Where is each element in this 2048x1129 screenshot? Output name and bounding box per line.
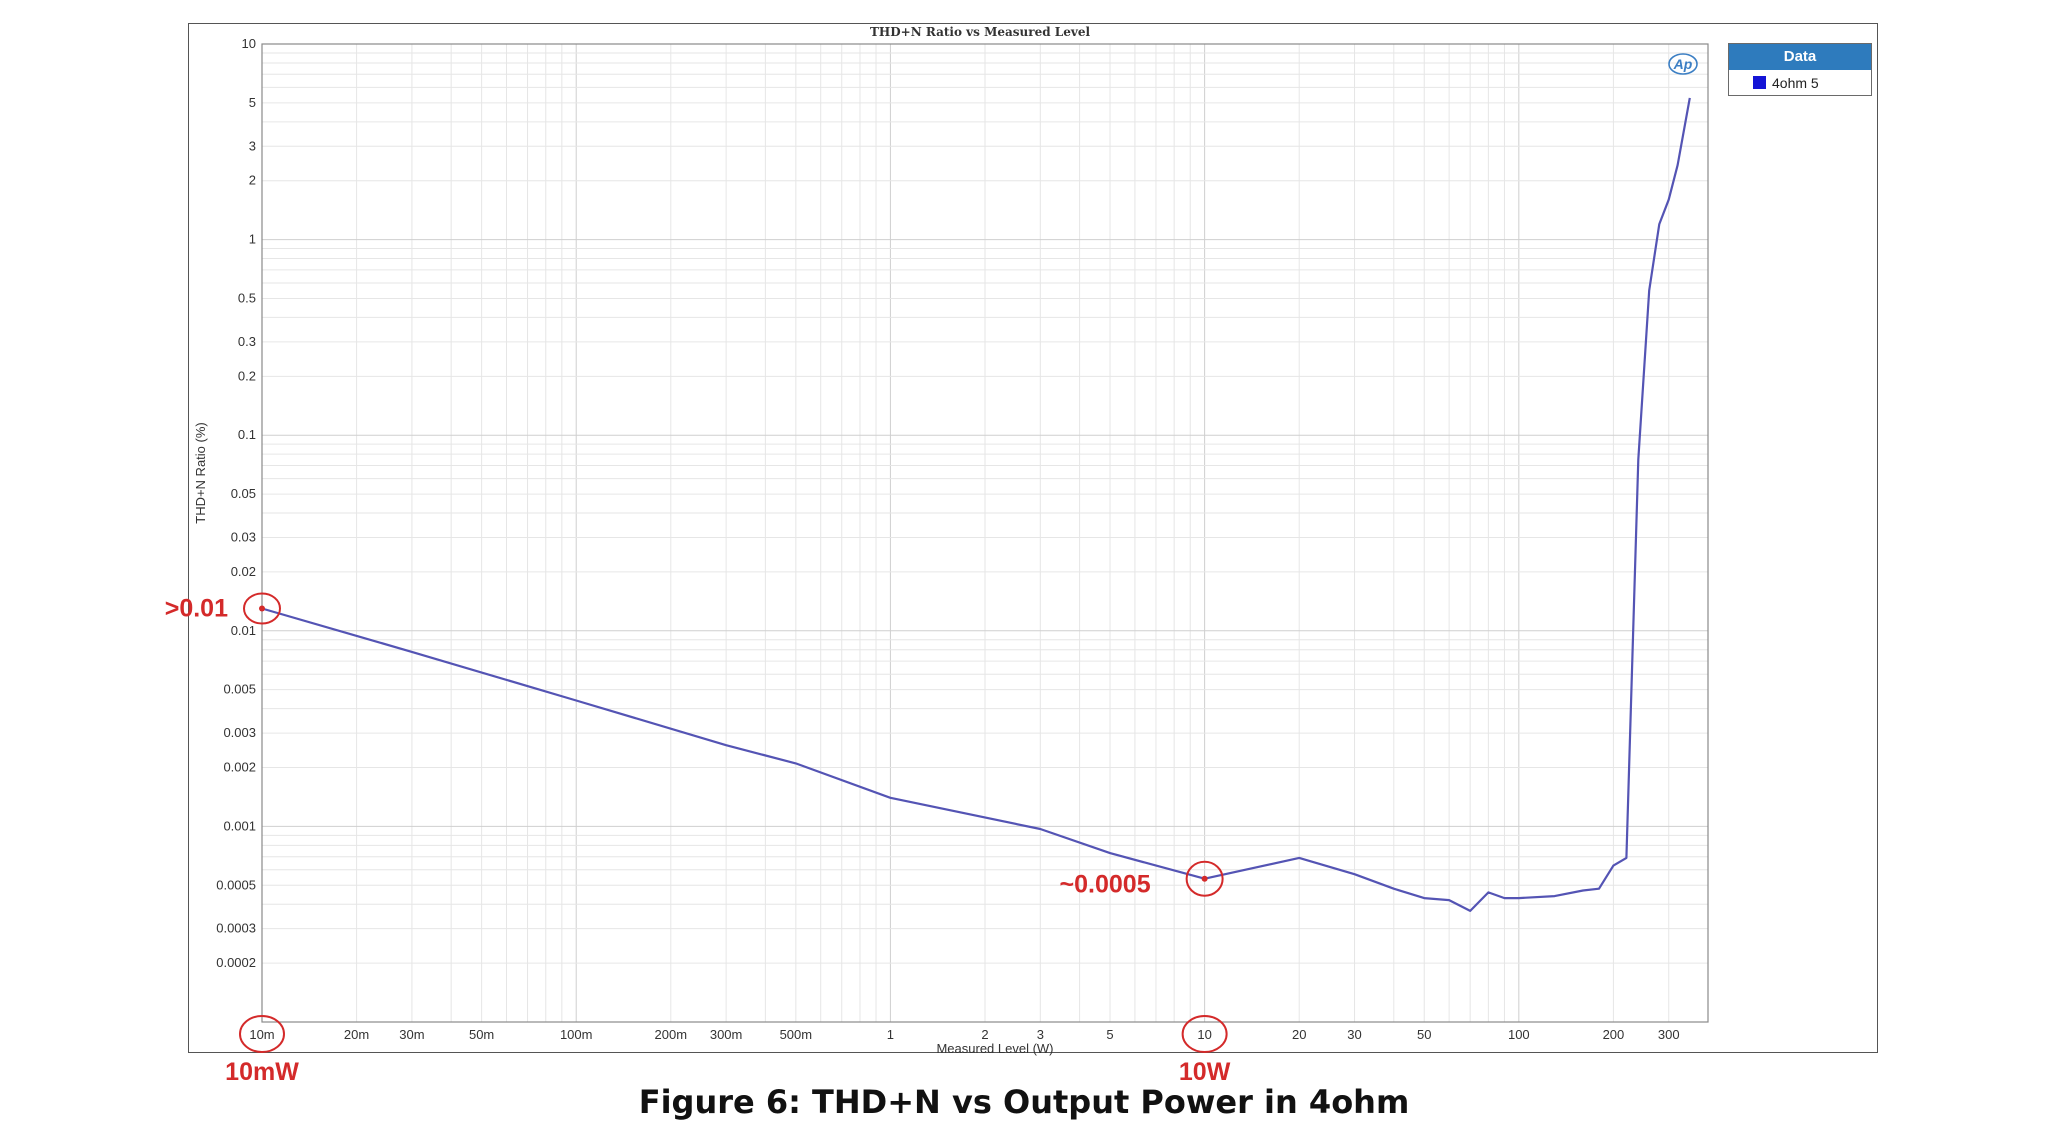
x-tick-label: 10 — [1197, 1027, 1211, 1042]
annotations: >0.01 ~0.0005 10mW 10W — [165, 592, 1231, 1086]
x-tick-label: 20 — [1292, 1027, 1306, 1042]
series-layer — [261, 97, 1691, 913]
legend-title: Data — [1729, 44, 1871, 70]
y-tick-label: 0.5 — [238, 290, 256, 305]
y-tick-label: 0.2 — [238, 368, 256, 383]
y-tick-label: 2 — [249, 173, 256, 188]
y-tick-label: 0.02 — [231, 564, 256, 579]
x-tick-label: 200 — [1603, 1027, 1625, 1042]
plot-area-border — [261, 43, 1709, 1023]
legend-entry-label: 4ohm 5 — [1772, 74, 1819, 91]
annotation-dot — [259, 605, 265, 612]
ap-logo-icon: Ap — [1668, 53, 1698, 75]
y-tick-label: 0.001 — [223, 818, 256, 833]
annotation-circle — [239, 1015, 285, 1053]
x-tick-label: 500m — [780, 1027, 813, 1042]
y-tick-label: 0.0005 — [216, 877, 256, 892]
y-tick-label: 0.1 — [238, 427, 256, 442]
grid-lines — [261, 44, 1709, 1023]
x-axis-label: Measured Level (W) — [936, 1041, 1053, 1056]
figure-caption: Figure 6: THD+N vs Output Power in 4ohm — [638, 1083, 1410, 1121]
y-tick-label: 0.05 — [231, 486, 256, 501]
logo-text: Ap — [1673, 56, 1693, 72]
y-tick-label: 10 — [242, 36, 256, 51]
legend: Data 4ohm 5 — [1728, 43, 1872, 96]
annotation-label: >0.01 — [165, 595, 228, 623]
annotation-label: ~0.0005 — [1060, 871, 1151, 899]
y-tick-label: 0.03 — [231, 529, 256, 544]
y-tick-label: 1 — [249, 232, 256, 247]
annotation-dot — [1201, 875, 1208, 882]
x-tick-label: 3 — [1037, 1027, 1044, 1042]
x-tick-label: 300 — [1658, 1027, 1680, 1042]
y-tick-label: 0.005 — [223, 682, 256, 697]
x-tick-label: 30 — [1347, 1027, 1361, 1042]
y-tick-label: 0.3 — [238, 334, 256, 349]
tick-labels: 10m 20m 30m 50m 100m 200m 300m 500m 1 2 3 5 10 20 30 50… — [216, 36, 1679, 1042]
x-tick-label: 300m — [710, 1027, 743, 1042]
x-tick-label: 1 — [887, 1027, 894, 1042]
legend-swatch — [1753, 76, 1766, 89]
y-tick-label: 0.002 — [223, 760, 256, 775]
annotation-circle — [243, 592, 281, 625]
x-tick-label: 200m — [655, 1027, 688, 1042]
legend-entry: 4ohm 5 — [1729, 70, 1871, 95]
chart-frame — [188, 23, 1878, 1053]
x-tick-label: 100 — [1508, 1027, 1530, 1042]
y-tick-label: 0.01 — [231, 623, 256, 638]
y-tick-label: 5 — [249, 95, 256, 110]
x-tick-label: 5 — [1106, 1027, 1113, 1042]
annotation-circle — [1185, 860, 1224, 897]
x-tick-label: 10m — [249, 1027, 274, 1042]
y-tick-label: 0.0003 — [216, 921, 256, 936]
annotation-label: 10W — [1179, 1058, 1231, 1086]
y-tick-label: 0.0002 — [216, 955, 256, 970]
y-tick-label: 3 — [249, 138, 256, 153]
annotation-circle — [1181, 1015, 1228, 1053]
annotation-label: 10mW — [225, 1058, 299, 1086]
x-tick-label: 30m — [399, 1027, 424, 1042]
series-line-0 — [261, 97, 1691, 913]
chart-title: THD+N Ratio vs Measured Level — [870, 25, 1090, 39]
x-tick-label: 20m — [344, 1027, 369, 1042]
x-tick-label: 2 — [981, 1027, 988, 1042]
y-tick-label: 0.003 — [223, 725, 256, 740]
x-tick-label: 50m — [469, 1027, 494, 1042]
x-tick-label: 100m — [560, 1027, 593, 1042]
x-tick-label: 50 — [1417, 1027, 1431, 1042]
y-axis-label: THD+N Ratio (%) — [193, 422, 208, 524]
